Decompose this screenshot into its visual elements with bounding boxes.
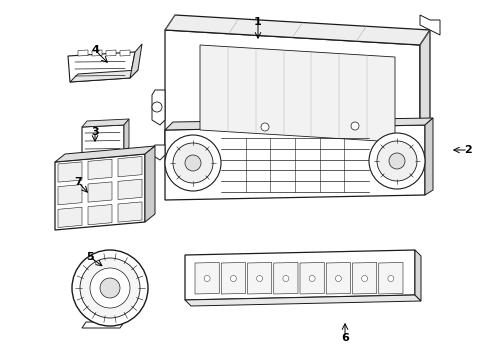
Polygon shape <box>124 119 129 153</box>
Polygon shape <box>55 154 145 230</box>
Circle shape <box>257 275 263 282</box>
Polygon shape <box>152 90 165 125</box>
Polygon shape <box>145 146 155 222</box>
Polygon shape <box>185 295 421 306</box>
Polygon shape <box>58 207 82 228</box>
Polygon shape <box>300 262 324 294</box>
Polygon shape <box>82 125 124 155</box>
Circle shape <box>388 275 394 282</box>
Circle shape <box>362 275 368 282</box>
Polygon shape <box>92 50 102 56</box>
Circle shape <box>72 250 148 326</box>
Circle shape <box>389 153 405 169</box>
Polygon shape <box>70 70 138 82</box>
Polygon shape <box>185 250 415 300</box>
Polygon shape <box>68 52 135 82</box>
Polygon shape <box>379 262 403 294</box>
Circle shape <box>152 102 162 112</box>
Text: 6: 6 <box>341 333 349 343</box>
Circle shape <box>283 275 289 282</box>
Text: 5: 5 <box>86 252 94 262</box>
Polygon shape <box>118 157 142 177</box>
Polygon shape <box>82 119 129 127</box>
Text: 3: 3 <box>91 127 99 137</box>
Polygon shape <box>165 15 430 45</box>
Polygon shape <box>55 146 155 162</box>
Polygon shape <box>415 250 421 301</box>
Circle shape <box>80 258 140 318</box>
Polygon shape <box>247 262 272 294</box>
Polygon shape <box>420 15 440 35</box>
Polygon shape <box>120 50 130 56</box>
Circle shape <box>309 275 315 282</box>
Polygon shape <box>82 322 124 328</box>
Circle shape <box>204 275 210 282</box>
Polygon shape <box>326 262 350 294</box>
Circle shape <box>369 133 425 189</box>
Polygon shape <box>78 50 88 56</box>
Polygon shape <box>130 44 142 78</box>
Polygon shape <box>165 118 433 130</box>
Polygon shape <box>118 179 142 199</box>
Polygon shape <box>352 262 377 294</box>
Circle shape <box>173 143 213 183</box>
Text: 4: 4 <box>91 45 99 55</box>
Polygon shape <box>200 45 395 142</box>
Polygon shape <box>58 162 82 182</box>
Text: 7: 7 <box>74 177 82 187</box>
Polygon shape <box>152 145 165 160</box>
Polygon shape <box>165 125 425 200</box>
Circle shape <box>185 155 201 171</box>
Circle shape <box>335 275 342 282</box>
Polygon shape <box>106 50 116 56</box>
Polygon shape <box>165 30 420 165</box>
Circle shape <box>351 122 359 130</box>
Polygon shape <box>420 30 430 165</box>
Polygon shape <box>274 262 298 294</box>
Text: 2: 2 <box>464 145 472 155</box>
Polygon shape <box>118 202 142 222</box>
Circle shape <box>377 141 417 181</box>
Circle shape <box>261 123 269 131</box>
Circle shape <box>165 135 221 191</box>
Text: 1: 1 <box>254 17 262 27</box>
Circle shape <box>100 278 120 298</box>
Polygon shape <box>221 262 245 294</box>
Polygon shape <box>88 182 112 202</box>
Polygon shape <box>195 262 219 294</box>
Circle shape <box>230 275 236 282</box>
Polygon shape <box>88 159 112 180</box>
Polygon shape <box>88 204 112 225</box>
Polygon shape <box>425 118 433 195</box>
Circle shape <box>90 268 130 308</box>
Polygon shape <box>58 185 82 205</box>
